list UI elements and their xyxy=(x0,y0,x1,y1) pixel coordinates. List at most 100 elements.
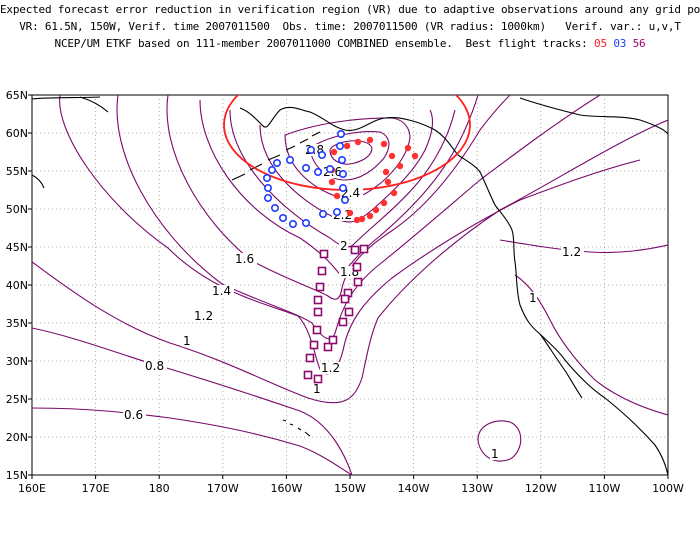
y-tick-label: 40N xyxy=(6,279,28,292)
blue-track-marker xyxy=(325,165,334,174)
track-label-red: 05 xyxy=(594,37,607,50)
y-tick-label: 65N xyxy=(6,89,28,102)
purple-track-marker xyxy=(323,342,333,352)
blue-track-marker xyxy=(306,146,315,155)
x-tick-label: 100W xyxy=(652,482,684,495)
purple-track-marker xyxy=(305,353,315,363)
contour-label: 1.2 xyxy=(193,309,216,323)
blue-track-marker xyxy=(335,142,344,151)
contour-0.6 xyxy=(32,407,353,475)
contour-1.6 xyxy=(166,95,511,300)
contour-label: 1 xyxy=(182,334,191,348)
coast-aleutians xyxy=(231,131,321,181)
contour-label-text: 1.6 xyxy=(235,252,254,266)
purple-track-marker xyxy=(353,277,363,287)
red-track-marker xyxy=(366,136,374,144)
blue-track-marker xyxy=(272,159,281,168)
contour-label-text: 1.4 xyxy=(212,284,231,298)
purple-track-marker xyxy=(315,282,325,292)
blue-track-marker xyxy=(301,219,310,228)
red-track-marker xyxy=(411,152,419,160)
contour-label-bg xyxy=(211,285,234,297)
contour-label-bg xyxy=(312,383,321,395)
coast-alaska xyxy=(32,96,459,156)
contour-label-text: 1 xyxy=(313,382,321,396)
contour-2.4 xyxy=(284,117,411,200)
blue-track-marker xyxy=(332,208,341,217)
contour-label-text: 2 xyxy=(340,239,348,253)
purple-track-marker xyxy=(317,266,327,276)
track-label-blue: 03 xyxy=(613,37,627,50)
y-tick-label: 15N xyxy=(6,469,28,482)
contour-1.2-east xyxy=(499,239,668,254)
contour-lines xyxy=(32,95,668,475)
red-track-marker xyxy=(388,152,396,160)
contour-label-bg xyxy=(123,409,146,421)
blue-track-marker xyxy=(263,184,272,193)
x-tick-label: 110W xyxy=(588,482,620,495)
contour-label-text: 1.2 xyxy=(562,245,581,259)
red-track-marker xyxy=(328,178,336,186)
x-tick-label: 170E xyxy=(82,482,110,495)
x-tick-label: 160W xyxy=(270,482,302,495)
header-prefix: NCEP/UM ETKF based on 111-member 2007011… xyxy=(54,37,588,50)
contour-label: 1.4 xyxy=(211,284,234,298)
y-axis-labels: 65N 60N 55N 50N 45N 40N 35N 30N 25N 20N 15N xyxy=(6,89,28,482)
contour-label: 1.6 xyxy=(234,252,257,266)
purple-track-marker xyxy=(359,244,369,254)
blue-track-marker xyxy=(336,130,345,139)
contour-label-text: 1.2 xyxy=(194,309,213,323)
purple-track-marker xyxy=(313,374,323,384)
y-tick-label: 60N xyxy=(6,127,28,140)
blue-track-marker xyxy=(338,170,347,179)
contour-label-text: 1 xyxy=(183,334,191,348)
red-track-marker xyxy=(333,192,341,200)
x-tick-label: 160E xyxy=(18,482,46,495)
purple-track-marker xyxy=(328,335,338,345)
x-tick-label: 130W xyxy=(461,482,493,495)
y-tick-label: 20N xyxy=(6,431,28,444)
purple-track-marker xyxy=(340,294,350,304)
blue-track-marker xyxy=(278,214,287,223)
y-tick-label: 35N xyxy=(6,317,28,330)
coastlines xyxy=(32,96,668,475)
y-tick-label: 45N xyxy=(6,241,28,254)
red-track-marker xyxy=(366,212,374,220)
contour-label-bg xyxy=(234,253,257,265)
blue-track-marker xyxy=(317,151,326,160)
red-track-marker xyxy=(353,216,361,224)
x-tick-label: 140W xyxy=(398,482,430,495)
flight-track-03 xyxy=(262,130,349,229)
contour-label-bg xyxy=(339,240,348,252)
purple-track-marker xyxy=(303,370,313,380)
blue-track-marker xyxy=(301,164,310,173)
purple-track-marker xyxy=(313,295,323,305)
contour-label-bg xyxy=(320,362,343,374)
coast-canada-north xyxy=(519,97,668,135)
blue-track-marker xyxy=(318,210,327,219)
coast-west-north-america xyxy=(457,154,668,475)
blue-track-marker xyxy=(267,166,276,175)
coast-hawaii xyxy=(282,419,311,437)
coast-russia xyxy=(32,96,109,189)
graticule xyxy=(28,94,669,479)
y-tick-label: 25N xyxy=(6,393,28,406)
red-track-marker xyxy=(382,168,390,176)
contour-label: 1 xyxy=(490,447,499,461)
contour-label-text: 0.8 xyxy=(145,359,164,373)
blue-track-marker xyxy=(270,204,279,213)
x-tick-label: 150W xyxy=(334,482,366,495)
x-tick-label: 170W xyxy=(207,482,239,495)
track-label-purple: 56 xyxy=(632,37,646,50)
blue-track-marker xyxy=(338,184,347,193)
purple-track-marker xyxy=(350,245,360,255)
purple-track-marker xyxy=(313,307,323,317)
red-track-marker xyxy=(330,148,338,156)
x-tick-label: 120W xyxy=(525,482,557,495)
x-tick-label: 180 xyxy=(149,482,170,495)
red-track-marker xyxy=(380,199,388,207)
contour-label: 0.6 xyxy=(123,408,146,422)
red-track-marker xyxy=(380,140,388,148)
contour-1.8 xyxy=(199,95,479,277)
contour-label: 1 xyxy=(312,382,321,396)
